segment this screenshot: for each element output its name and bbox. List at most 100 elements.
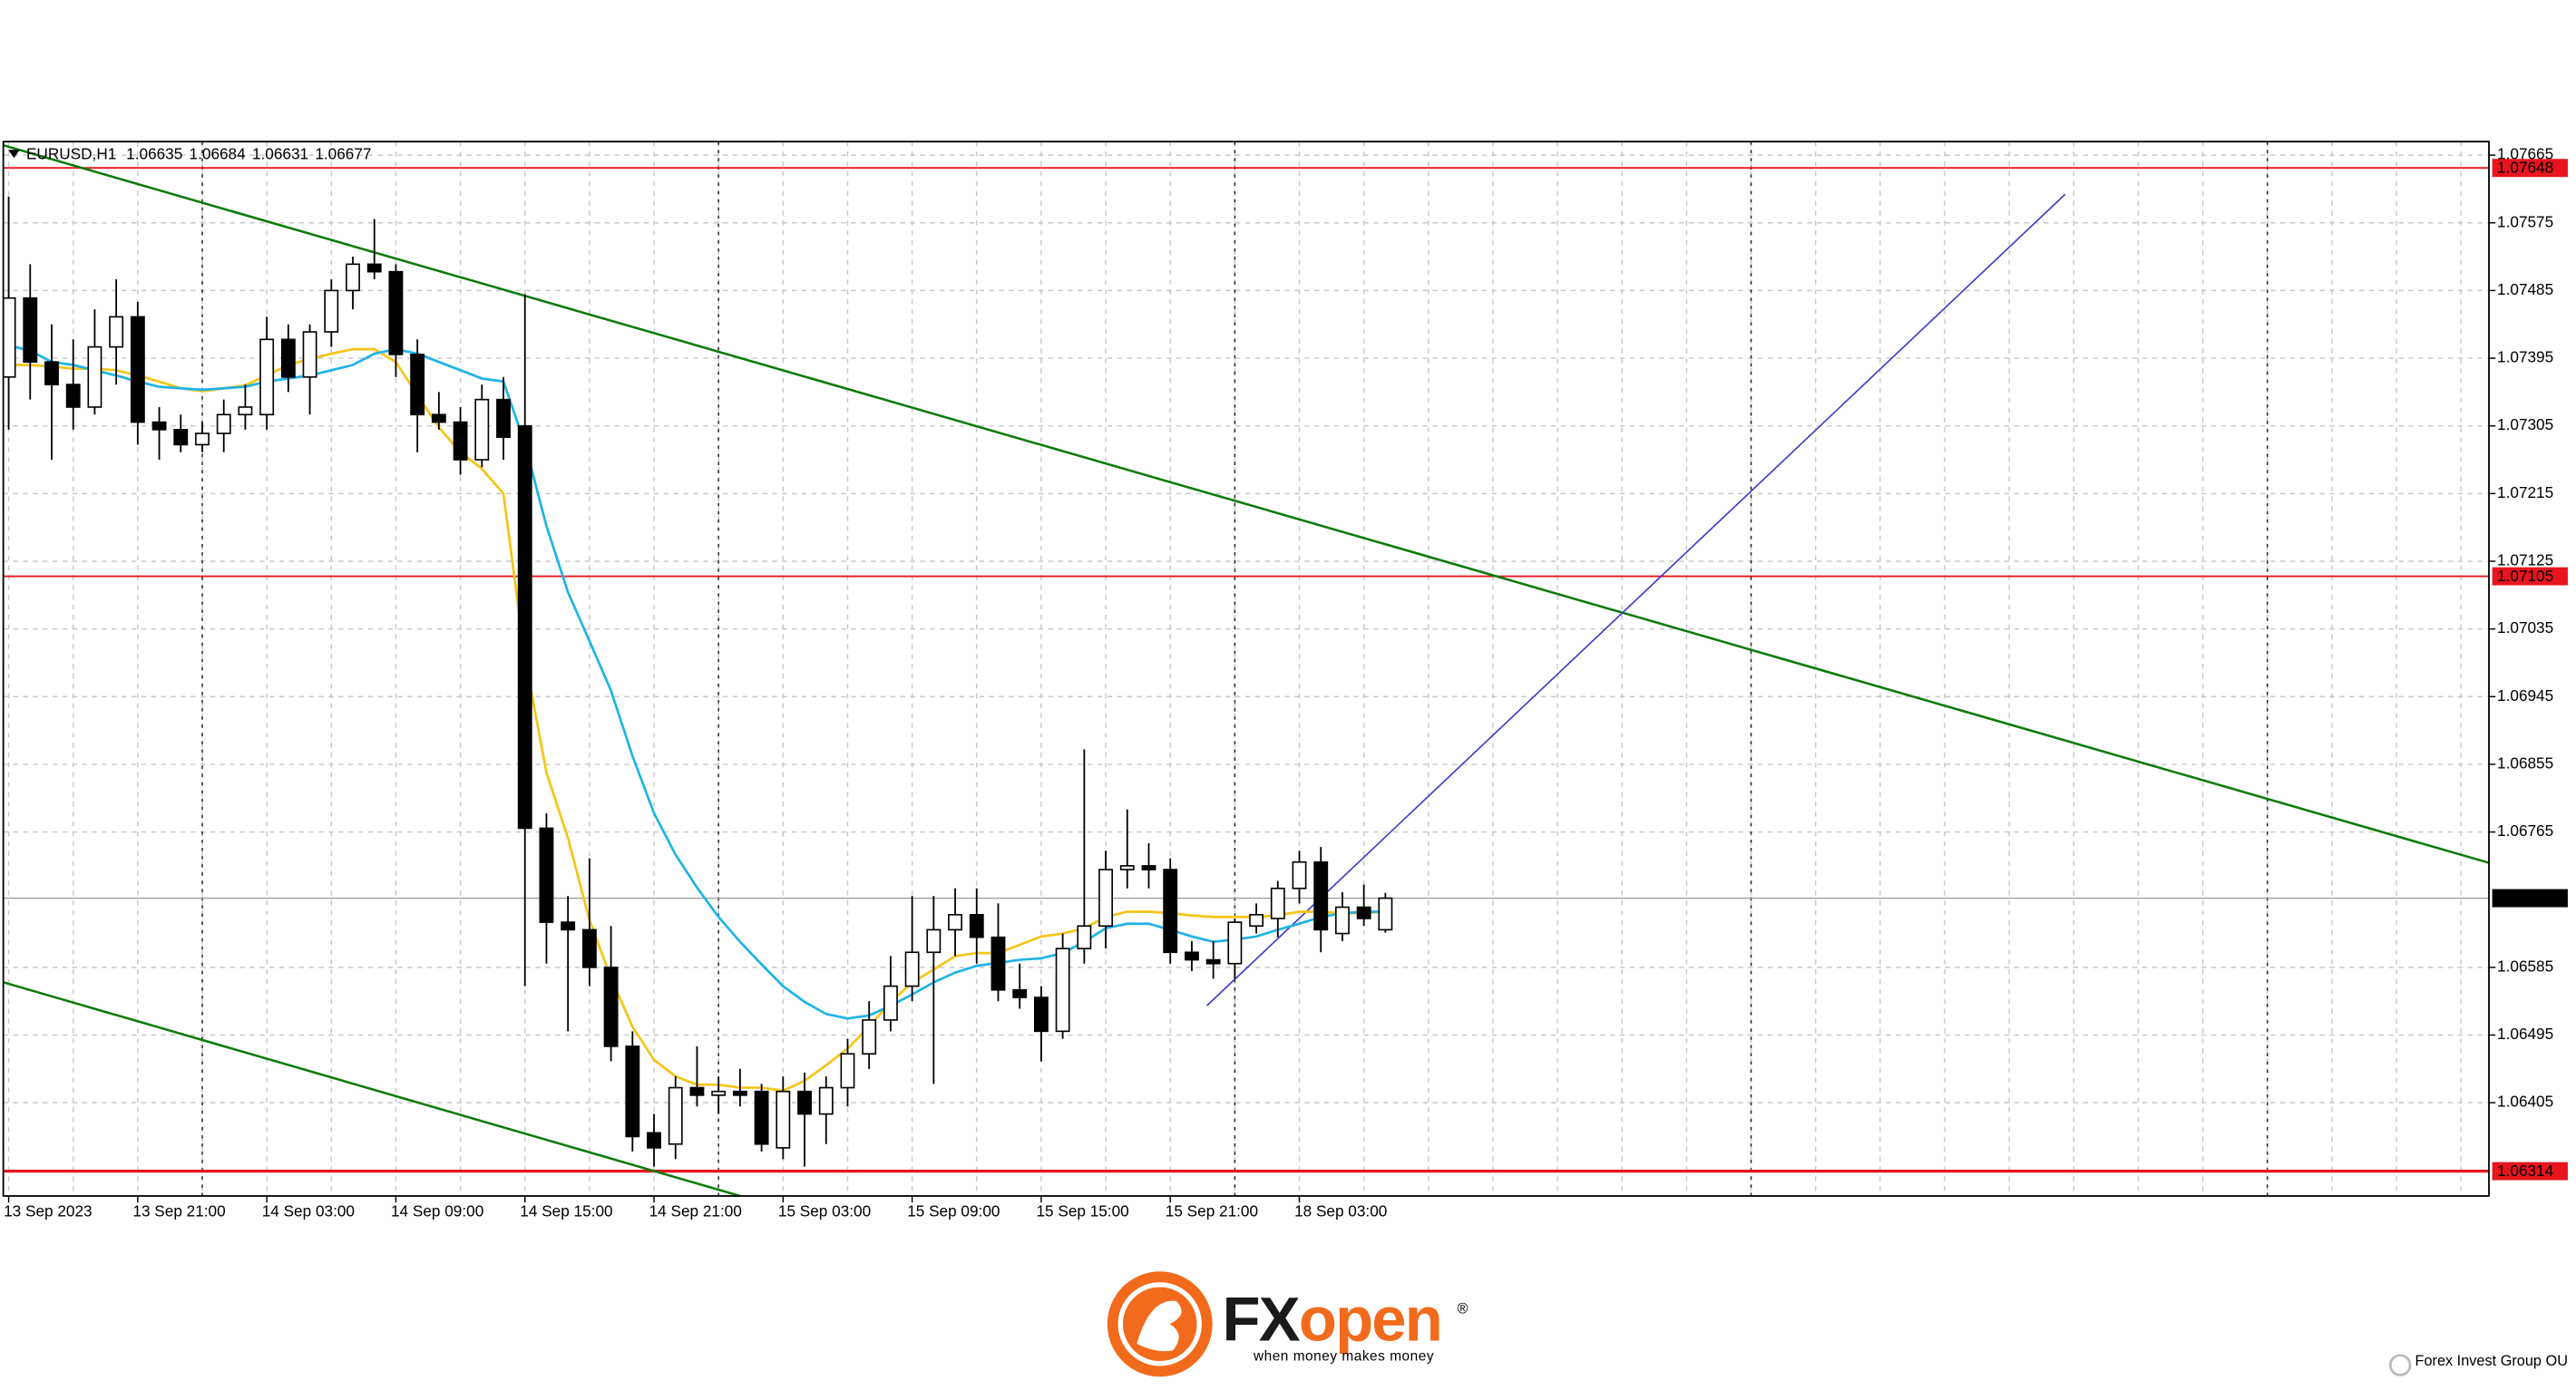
candle-body (969, 913, 984, 938)
x-tick-label: 15 Sep 09:00 (907, 1202, 1000, 1220)
y-tick-label: 1.07575 (2497, 212, 2553, 230)
x-tick-label: 15 Sep 03:00 (778, 1202, 871, 1220)
trendline (3, 144, 2490, 864)
brand-open: open (1299, 1284, 1441, 1354)
y-tick-label: 1.06945 (2497, 686, 2553, 705)
candle-body (238, 406, 253, 416)
y-tick-label: 1.07395 (2497, 348, 2553, 366)
candle-body (625, 1045, 640, 1138)
candle-body (1205, 958, 1221, 965)
candle-body (1270, 887, 1285, 919)
candle-body (561, 921, 576, 931)
x-tick-label: 14 Sep 03:00 (262, 1202, 355, 1220)
brand: FXopen (1223, 1284, 1441, 1354)
candle-body (302, 331, 317, 378)
candle-body (259, 338, 275, 416)
candle-body (711, 1090, 727, 1096)
y-tick-label: 1.07665 (2497, 145, 2553, 163)
x-tick-label: 14 Sep 15:00 (520, 1202, 612, 1220)
level-label: 1.07648 (2497, 159, 2553, 177)
y-tick-label: 1.06855 (2497, 753, 2553, 772)
company: Forex Invest Group OU (2415, 1353, 2568, 1369)
trademark: ® (1458, 1300, 1469, 1317)
candle-body (539, 827, 554, 923)
candle-body (109, 316, 124, 348)
tagline: when money makes money (1253, 1349, 1434, 1365)
candle-body (1227, 921, 1243, 965)
candle-body (23, 297, 38, 364)
candle-body (1356, 906, 1371, 919)
company-icon (2388, 1354, 2412, 1376)
level-label: 1.06314 (2497, 1162, 2554, 1180)
candle-body (1141, 865, 1156, 870)
header-high: 1.06684 (190, 144, 247, 162)
candle-body (173, 429, 189, 446)
level-label: 1.07105 (2497, 567, 2553, 585)
candle-body (65, 384, 81, 408)
plot-frame (2, 141, 2490, 1197)
candle-body (1313, 860, 1329, 931)
candle-body (797, 1090, 812, 1115)
y-tick-label: 1.07035 (2497, 618, 2553, 637)
candle-body (1077, 925, 1092, 949)
candle-body (366, 263, 382, 273)
header-low: 1.06631 (252, 144, 308, 162)
candle-body (195, 433, 210, 446)
header-open: 1.06635 (126, 144, 182, 162)
candle-body (1163, 869, 1178, 954)
x-tick-label: 13 Sep 21:00 (132, 1202, 225, 1220)
candle-body (1119, 865, 1135, 870)
trendline (3, 981, 741, 1196)
header-close: 1.06677 (315, 144, 371, 162)
brand-fx: FX (1223, 1284, 1301, 1354)
candle-body (1098, 869, 1113, 928)
x-tick-label: 14 Sep 09:00 (391, 1202, 483, 1220)
y-tick-label: 1.07215 (2497, 483, 2553, 501)
candle-body (776, 1090, 791, 1149)
candle-body (130, 316, 145, 423)
chart-header: EURUSD,H1 1.06635 1.06684 1.06631 1.06677 (26, 144, 371, 162)
y-tick-label: 1.07305 (2497, 415, 2553, 433)
candle-body (668, 1086, 683, 1145)
candle-body (1249, 913, 1264, 928)
x-tick-label: 14 Sep 21:00 (649, 1202, 742, 1220)
y-tick-label: 1.06585 (2497, 957, 2553, 975)
candle-body (603, 967, 619, 1047)
candle-body (517, 424, 532, 830)
y-tick-label: 1.06495 (2497, 1025, 2553, 1043)
y-tick-label: 1.06405 (2497, 1093, 2553, 1111)
candle-body (689, 1086, 705, 1096)
candle-body (1335, 906, 1350, 935)
candle-body (818, 1086, 834, 1115)
candle-body (496, 398, 511, 438)
trendline (1205, 193, 2066, 1006)
current-price-label: 1.06677 (2497, 889, 2553, 907)
level-label-box (2492, 567, 2568, 586)
moving-average (8, 344, 1386, 1020)
candle-body (280, 338, 296, 378)
candle-body (948, 913, 962, 931)
candle-body (840, 1053, 855, 1089)
logo-emblem-shape (1137, 1300, 1182, 1352)
candle-body (44, 361, 59, 385)
candle-body (732, 1090, 747, 1096)
candle-body (1012, 988, 1028, 998)
candle-body (324, 289, 339, 333)
candle-body (862, 1019, 877, 1055)
y-tick-label: 1.06765 (2497, 822, 2553, 840)
company-mark: Forex Invest Group OU (2388, 1353, 2568, 1376)
menu-arrow (8, 150, 20, 159)
candle-body (926, 928, 942, 954)
candle-body (883, 985, 898, 1021)
level-label-box (2492, 159, 2568, 178)
candle-body (1292, 860, 1307, 890)
candle-body (1033, 997, 1049, 1033)
y-tick-label: 1.07485 (2497, 280, 2553, 298)
candle-body (1055, 948, 1070, 1033)
symbol: EURUSD,H1 (26, 144, 116, 162)
current-price-label-box (2492, 889, 2568, 908)
candle-body (346, 263, 360, 292)
